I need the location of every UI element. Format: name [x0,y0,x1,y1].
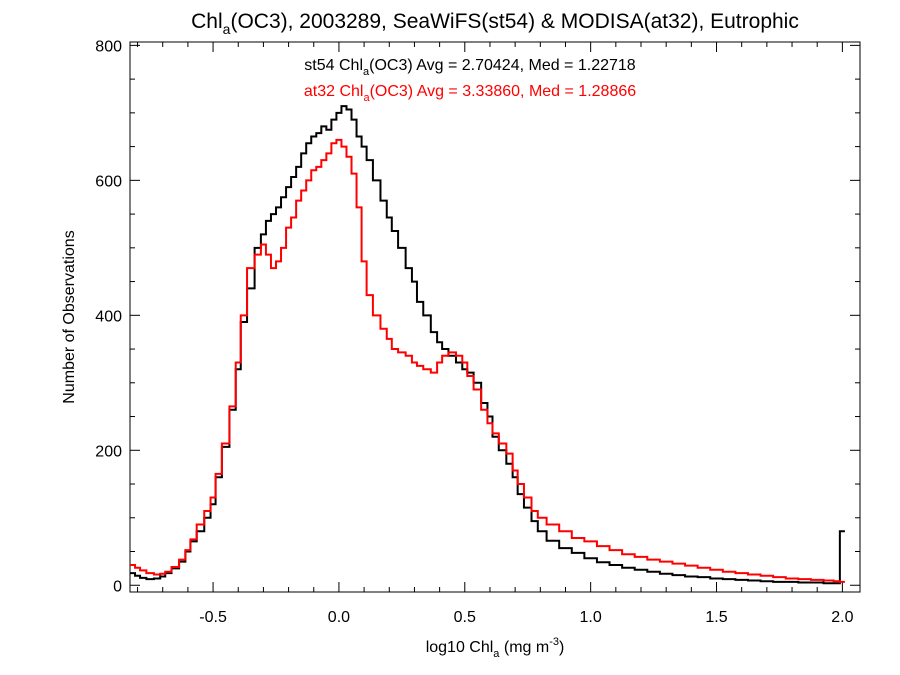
x-tick-label: 1.5 [705,609,727,626]
x-tick-label: -0.5 [199,609,227,626]
y-tick-label: 0 [113,578,122,595]
x-tick-label: 1.0 [580,609,602,626]
series-st54-line [130,105,845,585]
y-tick-label: 800 [95,38,122,55]
series-layer [130,105,845,585]
annotation-at32: at32 Chla(OC3) Avg = 3.33860, Med = 1.28… [304,83,636,104]
series-at32-line [130,138,845,583]
y-axis-label: Number of Observations [61,230,78,403]
x-tick-label: 0.5 [454,609,476,626]
plot-frame [129,41,861,593]
x-tick-label: 2.0 [831,609,853,626]
chart-title: Chla(OC3), 2003289, SeaWiFS(st54) & MODI… [191,10,799,37]
annotation-st54: st54 Chla(OC3) Avg = 2.70424, Med = 1.22… [304,57,635,78]
y-tick-label: 600 [95,173,122,190]
axis-ticks: -0.5 0.0 0.5 1.0 1.5 2.0 0 200 400 600 800 [95,38,860,626]
y-tick-label: 200 [95,443,122,460]
x-tick-label: 0.0 [328,609,350,626]
y-tick-label: 400 [95,308,122,325]
x-axis-label: log10 Chla (mg m-3) [426,636,565,660]
